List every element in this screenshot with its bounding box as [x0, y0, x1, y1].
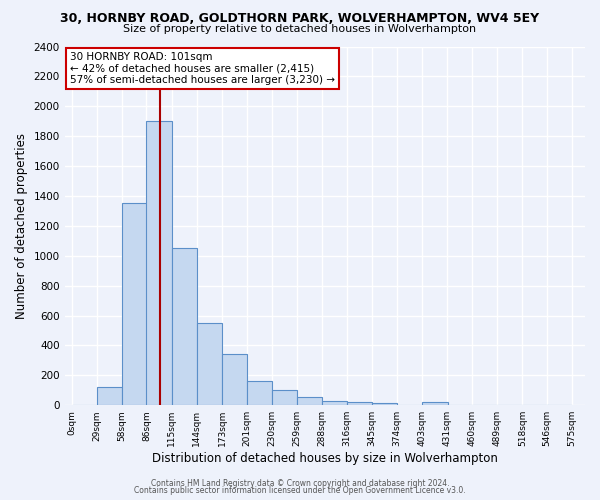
Text: Contains HM Land Registry data © Crown copyright and database right 2024.: Contains HM Land Registry data © Crown c… [151, 478, 449, 488]
Bar [146, 121, 172, 405]
Y-axis label: Number of detached properties: Number of detached properties [15, 133, 28, 319]
Text: Size of property relative to detached houses in Wolverhampton: Size of property relative to detached ho… [124, 24, 476, 34]
Bar [247, 380, 272, 405]
Text: 30, HORNBY ROAD, GOLDTHORN PARK, WOLVERHAMPTON, WV4 5EY: 30, HORNBY ROAD, GOLDTHORN PARK, WOLVERH… [61, 12, 539, 26]
Bar [122, 204, 148, 405]
Bar [322, 400, 347, 405]
Bar [272, 390, 297, 405]
Bar [97, 386, 122, 405]
Bar [197, 323, 222, 405]
Bar [222, 354, 247, 405]
X-axis label: Distribution of detached houses by size in Wolverhampton: Distribution of detached houses by size … [152, 452, 498, 465]
Bar [372, 403, 397, 405]
Bar [172, 248, 197, 405]
Bar [347, 402, 372, 405]
Bar [297, 397, 322, 405]
Text: 30 HORNBY ROAD: 101sqm
← 42% of detached houses are smaller (2,415)
57% of semi-: 30 HORNBY ROAD: 101sqm ← 42% of detached… [70, 52, 335, 85]
Text: Contains public sector information licensed under the Open Government Licence v3: Contains public sector information licen… [134, 486, 466, 495]
Bar [422, 402, 448, 405]
